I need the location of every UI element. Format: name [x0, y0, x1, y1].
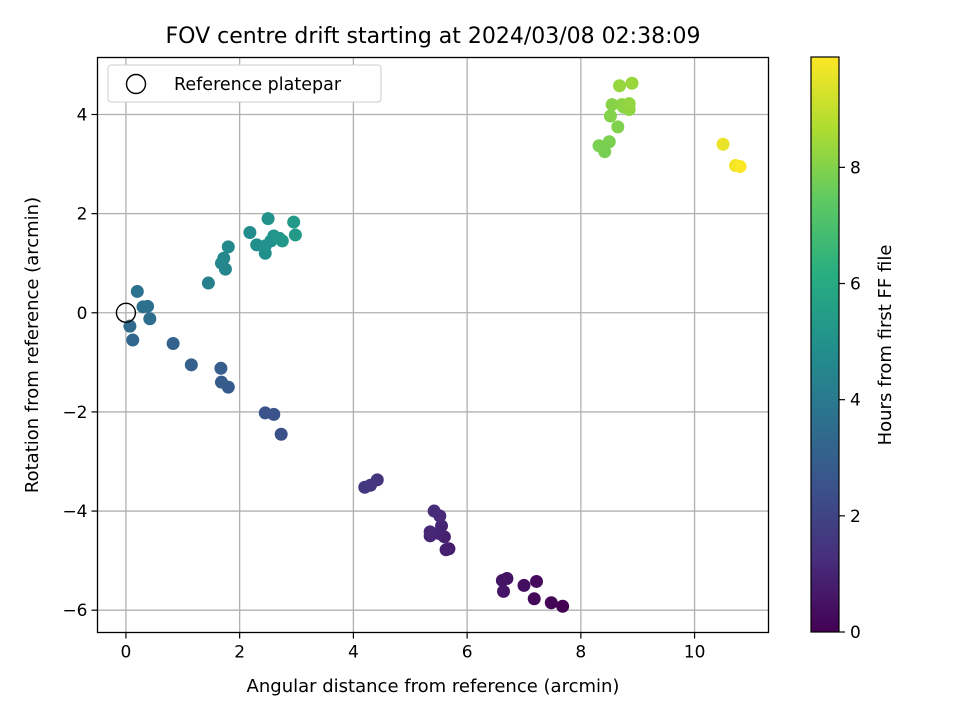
x-tick-label: 8 [575, 643, 586, 663]
x-axis-label: Angular distance from reference (arcmin) [247, 676, 620, 697]
colorbar-tick-label: 0 [850, 623, 861, 643]
colorbar-gradient [810, 56, 840, 633]
x-tick-label: 6 [462, 643, 473, 663]
data-point [358, 480, 372, 494]
x-tick-label: 4 [348, 643, 359, 663]
y-tick-label: 2 [77, 205, 88, 225]
colorbar-ticks: 0 2 4 6 8 [839, 158, 861, 643]
colorbar-tick-label: 6 [850, 275, 861, 295]
data-point [214, 375, 228, 389]
y-tick-label: 0 [77, 304, 88, 324]
legend-box [107, 64, 382, 103]
data-point [527, 592, 541, 606]
y-tick-label: −2 [62, 403, 87, 423]
data-point [166, 337, 180, 351]
data-point [733, 160, 747, 174]
data-point [274, 427, 288, 441]
data-point [221, 240, 235, 254]
data-point [592, 139, 606, 153]
data-point [605, 98, 619, 112]
x-tick-label: 2 [234, 643, 245, 663]
data-point [603, 109, 617, 123]
data-point [130, 284, 144, 298]
colorbar-tick-label: 4 [850, 391, 861, 411]
data-point [287, 215, 301, 229]
data-point [423, 525, 437, 539]
data-point [126, 333, 140, 347]
data-point [217, 251, 231, 265]
data-point [261, 212, 275, 226]
data-point [517, 578, 531, 592]
x-axis-ticks: 0 2 4 6 8 10 [121, 632, 706, 663]
reference-point-marker [115, 302, 137, 323]
data-point [495, 573, 509, 587]
data-point [214, 361, 228, 375]
data-point [201, 276, 215, 290]
data-point [258, 406, 272, 420]
data-point [625, 76, 639, 90]
y-tick-label: −6 [62, 601, 87, 621]
plot-frame [96, 56, 770, 634]
grid-lines [97, 57, 769, 633]
y-axis-label: Rotation from reference (arcmin) [22, 197, 43, 493]
data-point [143, 312, 157, 326]
y-tick-label: 4 [77, 106, 88, 126]
colorbar-tick-label: 2 [850, 507, 861, 527]
legend: Reference platepar [107, 64, 382, 103]
legend-marker-icon [125, 73, 147, 95]
data-point [544, 596, 558, 610]
data-point [141, 299, 155, 313]
data-point [288, 228, 302, 242]
data-point [427, 504, 441, 518]
y-axis-ticks: −6 −4 −2 0 2 4 [62, 106, 98, 621]
data-point [529, 574, 543, 588]
colorbar-tick-label: 8 [850, 158, 861, 178]
data-point [622, 97, 636, 111]
y-tick-label: −4 [62, 502, 87, 522]
data-point [243, 225, 257, 239]
x-tick-label: 0 [121, 643, 132, 663]
data-point [497, 584, 511, 598]
data-point [184, 358, 198, 372]
data-point [611, 120, 625, 134]
colorbar-label: Hours from first FF file [875, 245, 896, 446]
x-tick-label: 10 [684, 643, 706, 663]
data-point [556, 599, 570, 613]
data-points [115, 76, 747, 613]
data-point [602, 135, 616, 149]
data-point [275, 234, 289, 248]
data-point [613, 79, 627, 93]
colorbar: 0 2 4 6 8 Hours from first FF file [810, 56, 896, 643]
legend-entry: Reference platepar [174, 75, 342, 95]
data-point [435, 519, 449, 533]
data-point [439, 543, 453, 557]
data-point [716, 137, 730, 151]
chart-title: FOV centre drift starting at 2024/03/08 … [166, 24, 701, 49]
